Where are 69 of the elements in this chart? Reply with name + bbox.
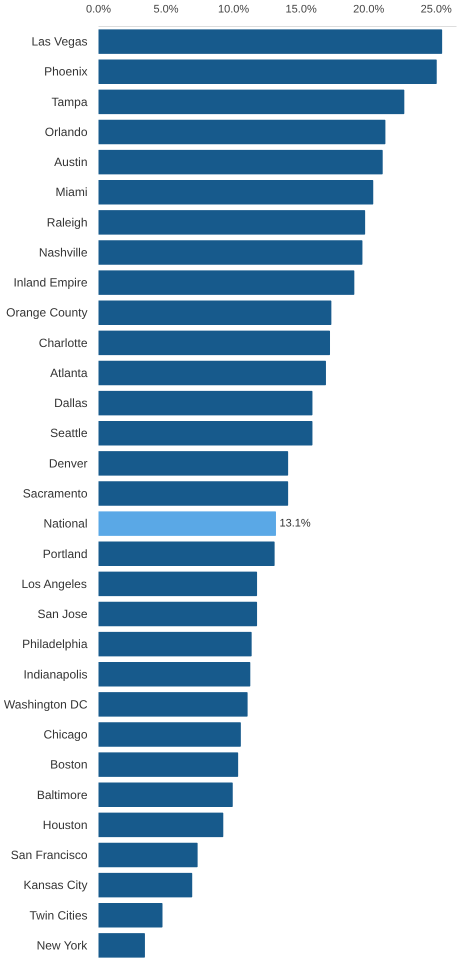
bar (98, 390, 312, 416)
bar (98, 782, 233, 808)
bar (98, 722, 241, 747)
bar (98, 270, 354, 295)
y-tick-label: Raleigh (46, 215, 88, 230)
bar (98, 90, 404, 114)
y-tick-label: Dallas (54, 396, 88, 410)
bar (98, 330, 330, 356)
y-tick-label: Philadelphia (22, 637, 88, 652)
y-tick-label: Indianapolis (23, 667, 88, 682)
bar (98, 662, 250, 687)
y-tick-label: Denver (48, 456, 88, 470)
y-tick-label: Baltimore (36, 788, 88, 802)
y-tick-label: San Francisco (10, 848, 88, 862)
bar (98, 872, 192, 898)
bar (98, 481, 288, 506)
bar (98, 752, 238, 777)
x-tick-label: 0.0% (86, 4, 112, 16)
y-tick-label: Orange County (6, 306, 88, 320)
x-tick-label: 10.0% (218, 4, 250, 16)
bar (98, 692, 248, 717)
y-tick-label: National (43, 516, 88, 531)
y-tick-label: Houston (42, 818, 88, 832)
bar (98, 210, 366, 235)
y-tick-label: Chicago (43, 728, 88, 742)
bar (98, 933, 145, 958)
bar (98, 511, 276, 536)
y-tick-label: Tampa (51, 94, 88, 109)
bar (98, 150, 383, 174)
data-label: 13.1% (279, 518, 311, 530)
y-tick-label: Twin Cities (29, 908, 88, 922)
y-tick-label: Las Vegas (31, 34, 88, 49)
y-tick-label: Atlanta (50, 366, 88, 380)
bar (98, 572, 258, 596)
x-tick-label: 20.0% (353, 4, 385, 16)
bar (98, 300, 332, 325)
y-tick-label: Austin (54, 155, 88, 170)
x-tick-label: 15.0% (286, 4, 317, 16)
bar (98, 602, 258, 626)
bar (98, 812, 224, 838)
bar (98, 903, 162, 928)
x-tick-label: 25.0% (420, 4, 452, 16)
bar (98, 240, 362, 265)
bar (98, 542, 275, 566)
bar (98, 29, 442, 54)
y-tick-label: Orlando (44, 124, 88, 139)
y-tick-label: New York (36, 938, 88, 952)
bar (98, 632, 252, 656)
y-tick-label: San Jose (37, 607, 88, 622)
y-tick-label: Charlotte (38, 336, 88, 350)
bar (98, 842, 198, 868)
y-tick-label: Phoenix (44, 64, 88, 79)
bar (98, 180, 374, 204)
bar (98, 420, 312, 446)
y-tick-label: Miami (56, 185, 88, 200)
y-tick-label: Seattle (50, 426, 88, 440)
y-tick-label: Kansas City (23, 878, 88, 892)
y-tick-label: Nashville (38, 245, 88, 260)
y-tick-label: Los Angeles (21, 576, 87, 591)
bar (98, 360, 326, 386)
y-tick-label: Inland Empire (13, 276, 88, 290)
x-tick-label: 5.0% (154, 4, 179, 16)
bar (98, 451, 288, 476)
y-tick-label: Boston (50, 758, 88, 772)
y-tick-label: Washington DC (4, 697, 88, 712)
bar (98, 59, 437, 84)
y-tick-label: Sacramento (22, 486, 88, 500)
y-tick-label: Portland (42, 546, 88, 561)
bar (98, 120, 386, 144)
